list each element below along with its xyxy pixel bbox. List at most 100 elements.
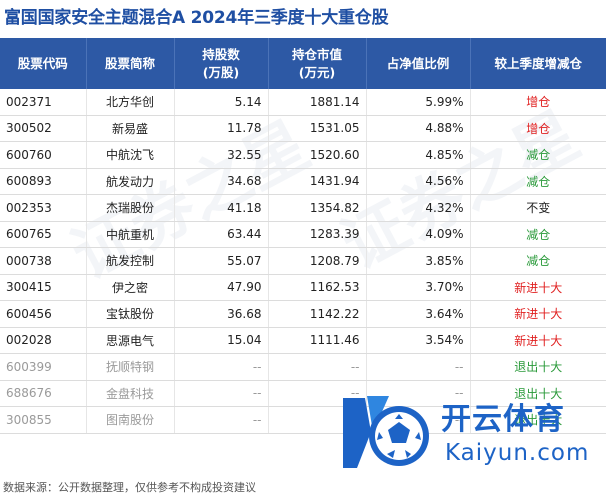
cell-stock-name: 航发动力 — [86, 168, 175, 195]
column-header-change: 较上季度增减仓 — [470, 38, 606, 89]
cell-market-value: 1881.14 — [268, 89, 367, 116]
cell-change: 不变 — [470, 194, 606, 222]
cell-stock-code: 300502 — [0, 115, 87, 142]
cell-market-value: 1208.79 — [268, 247, 367, 275]
cell-stock-name: 思源电气 — [86, 327, 175, 354]
cell-nav-ratio: 4.32% — [366, 194, 471, 222]
cell-shares: 55.07 — [174, 247, 269, 275]
cell-stock-name: 中航重机 — [86, 221, 175, 248]
cell-nav-ratio: -- — [366, 380, 471, 407]
cell-shares: 36.68 — [174, 300, 269, 328]
table-row: 002371 北方华创 5.14 1881.14 5.99% 增仓 — [0, 89, 606, 116]
cell-change: 退出十大 — [470, 353, 606, 381]
table-row: 600456 宝钛股份 36.68 1142.22 3.64% 新进十大 — [0, 300, 606, 328]
cell-market-value: 1111.46 — [268, 327, 367, 354]
cell-nav-ratio: 3.85% — [366, 247, 471, 275]
cell-stock-name: 中航沈飞 — [86, 141, 175, 169]
table-row: 600399 抚顺特钢 -- -- -- 退出十大 — [0, 353, 606, 381]
cell-stock-code: 688676 — [0, 380, 87, 407]
cell-change: 退出十大 — [470, 380, 606, 407]
cell-change: 增仓 — [470, 89, 606, 116]
cell-stock-code: 002353 — [0, 194, 87, 222]
cell-market-value: 1354.82 — [268, 194, 367, 222]
brand-name-en: Kaiyun.com — [445, 440, 590, 466]
cell-stock-name: 航发控制 — [86, 247, 175, 275]
cell-change: 减仓 — [470, 168, 606, 195]
cell-market-value: -- — [268, 380, 367, 407]
column-header-code: 股票代码 — [0, 38, 87, 89]
cell-stock-code: 002028 — [0, 327, 87, 354]
column-header-nav-ratio: 占净值比例 — [366, 38, 471, 89]
cell-change: 新进十大 — [470, 327, 606, 354]
cell-stock-name: 伊之密 — [86, 274, 175, 301]
cell-stock-name: 新易盛 — [86, 115, 175, 142]
cell-stock-name: 杰瑞股份 — [86, 194, 175, 222]
cell-market-value: -- — [268, 353, 367, 381]
cell-shares: -- — [174, 380, 269, 407]
table-row: 300502 新易盛 11.78 1531.05 4.88% 增仓 — [0, 115, 606, 142]
cell-stock-code: 000738 — [0, 247, 87, 275]
cell-stock-name: 北方华创 — [86, 89, 175, 116]
table-row: 600765 中航重机 63.44 1283.39 4.09% 减仓 — [0, 221, 606, 248]
cell-change: 减仓 — [470, 221, 606, 248]
table-row: 002028 思源电气 15.04 1111.46 3.54% 新进十大 — [0, 327, 606, 354]
cell-nav-ratio: 4.09% — [366, 221, 471, 248]
cell-change: 新进十大 — [470, 274, 606, 301]
cell-stock-code: 600893 — [0, 168, 87, 195]
cell-shares: 63.44 — [174, 221, 269, 248]
cell-nav-ratio: 3.54% — [366, 327, 471, 354]
cell-market-value: 1431.94 — [268, 168, 367, 195]
table-row: 688676 金盘科技 -- -- -- 退出十大 — [0, 380, 606, 407]
cell-market-value: 1283.39 — [268, 221, 367, 248]
cell-stock-code: 600760 — [0, 141, 87, 169]
column-header-shares: 持股数 (万股) — [174, 38, 269, 89]
table-header-row: 股票代码 股票简称 持股数 (万股) 持仓市值 (万元) 占净值比例 较上季度增… — [0, 38, 606, 89]
cell-nav-ratio: -- — [366, 406, 471, 434]
table-row: 300415 伊之密 47.90 1162.53 3.70% 新进十大 — [0, 274, 606, 301]
cell-stock-code: 600765 — [0, 221, 87, 248]
page-title: 富国国家安全主题混合A 2024年三季度十大重仓股 — [4, 8, 389, 28]
table-row: 000738 航发控制 55.07 1208.79 3.85% 减仓 — [0, 247, 606, 275]
cell-stock-code: 300855 — [0, 406, 87, 434]
cell-stock-name: 图南股份 — [86, 406, 175, 434]
cell-nav-ratio: 3.70% — [366, 274, 471, 301]
column-header-market-value: 持仓市值 (万元) — [268, 38, 367, 89]
table-row: 600760 中航沈飞 32.55 1520.60 4.85% 减仓 — [0, 141, 606, 169]
cell-change: 新进十大 — [470, 300, 606, 328]
data-source-note: 数据来源：公开数据整理，仅供参考不构成投资建议 — [3, 481, 256, 494]
cell-market-value: -- — [268, 406, 367, 434]
cell-shares: 32.55 — [174, 141, 269, 169]
cell-change: 增仓 — [470, 115, 606, 142]
cell-change: 减仓 — [470, 247, 606, 275]
column-header-name: 股票简称 — [86, 38, 175, 89]
cell-shares: 5.14 — [174, 89, 269, 116]
cell-nav-ratio: 5.99% — [366, 89, 471, 116]
cell-change: 减仓 — [470, 141, 606, 169]
cell-shares: 47.90 — [174, 274, 269, 301]
table-row: 300855 图南股份 -- -- -- 退出十大 — [0, 406, 606, 434]
cell-nav-ratio: 3.64% — [366, 300, 471, 328]
cell-stock-code: 002371 — [0, 89, 87, 116]
cell-stock-code: 300415 — [0, 274, 87, 301]
cell-nav-ratio: 4.88% — [366, 115, 471, 142]
table-row: 002353 杰瑞股份 41.18 1354.82 4.32% 不变 — [0, 194, 606, 222]
cell-stock-name: 金盘科技 — [86, 380, 175, 407]
cell-nav-ratio: -- — [366, 353, 471, 381]
cell-stock-name: 宝钛股份 — [86, 300, 175, 328]
cell-shares: 11.78 — [174, 115, 269, 142]
cell-stock-name: 抚顺特钢 — [86, 353, 175, 381]
cell-market-value: 1162.53 — [268, 274, 367, 301]
cell-market-value: 1531.05 — [268, 115, 367, 142]
holdings-table: 股票代码 股票简称 持股数 (万股) 持仓市值 (万元) 占净值比例 较上季度增… — [0, 38, 606, 434]
cell-change: 退出十大 — [470, 406, 606, 434]
cell-nav-ratio: 4.56% — [366, 168, 471, 195]
cell-stock-code: 600399 — [0, 353, 87, 381]
cell-shares: 15.04 — [174, 327, 269, 354]
cell-nav-ratio: 4.85% — [366, 141, 471, 169]
cell-shares: -- — [174, 406, 269, 434]
cell-market-value: 1520.60 — [268, 141, 367, 169]
cell-shares: 34.68 — [174, 168, 269, 195]
cell-market-value: 1142.22 — [268, 300, 367, 328]
cell-shares: -- — [174, 353, 269, 381]
cell-stock-code: 600456 — [0, 300, 87, 328]
